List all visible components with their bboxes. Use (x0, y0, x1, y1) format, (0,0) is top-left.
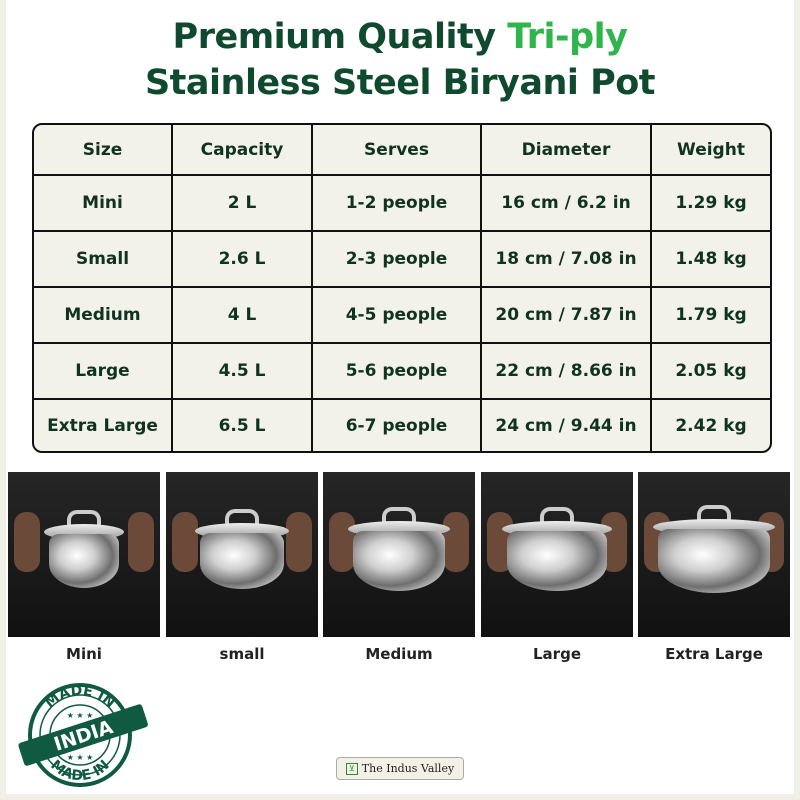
pot-image (49, 534, 119, 588)
table-cell: 1.29 kg (652, 176, 770, 232)
title-line2: Stainless Steel Biryani Pot (144, 63, 656, 103)
pot-image (353, 531, 445, 591)
table-cell: 1-2 people (313, 176, 482, 232)
svg-text:★ ★ ★: ★ ★ ★ (67, 753, 94, 762)
table-cell: 18 cm / 7.08 in (482, 232, 652, 288)
table-cell: 1.48 kg (652, 232, 770, 288)
header-cell: Weight (652, 125, 770, 176)
pot-image (658, 529, 770, 593)
header-cell: Diameter (482, 125, 652, 176)
photo-caption: Mini (66, 645, 102, 663)
table-row: Extra Large 6.5 L 6-7 people 24 cm / 9.44 i… (34, 400, 770, 451)
table-cell: Small (34, 232, 173, 288)
photo-caption: small (219, 645, 265, 663)
product-photo (8, 472, 160, 637)
table-cell: 24 cm / 9.44 in (482, 400, 652, 451)
header-cell: Capacity (173, 125, 313, 176)
pot-image (200, 533, 284, 589)
pot-image (507, 531, 607, 591)
table-cell: 2.42 kg (675, 415, 747, 436)
table-cell: 1.79 kg (652, 288, 770, 344)
title-accent: Tri-ply (507, 17, 628, 57)
brand-logo: ⊻ The Indus Valley (336, 757, 464, 780)
table-cell: 4-5 people (313, 288, 482, 344)
photo-caption: Large (533, 645, 581, 663)
table-row: Medium 4 L 4-5 people 20 cm / 7.87 in 1.79 k… (34, 288, 770, 344)
product-photo (166, 472, 318, 637)
table-cell: Mini (34, 176, 173, 232)
brand-logo-icon: ⊻ (345, 762, 358, 775)
product-photo (323, 472, 475, 637)
table-cell: 2.6 L (173, 232, 313, 288)
svg-text:MADE IN: MADE IN (42, 683, 118, 712)
svg-text:★ ★ ★: ★ ★ ★ (67, 711, 94, 720)
product-photo (638, 472, 790, 637)
table-cell: Medium (34, 288, 173, 344)
table-cell: 2 L (173, 176, 313, 232)
table-row: Mini 2 L 1-2 people 16 cm / 6.2 in 1.29 kg (34, 176, 770, 232)
table-cell: Extra Large (34, 400, 173, 451)
table-cell: Large (34, 344, 173, 400)
photo-caption: Extra Large (665, 645, 763, 663)
table-cell: 22 cm / 8.66 in (482, 344, 652, 400)
table-cell: 6-7 people (313, 400, 482, 451)
header-cell: Serves (313, 125, 482, 176)
size-table: Size Capacity Serves Diameter Weight Min… (32, 123, 772, 453)
page-title: Premium Quality Tri-ply Stainless Steel … (0, 14, 800, 106)
badge-top-text: MADE IN (42, 683, 118, 712)
table-cell: 16 cm / 6.2 in (482, 176, 652, 232)
photo-caption: Medium (365, 645, 433, 663)
table-cell: 4 L (173, 288, 313, 344)
table-cell: 2.05 kg (652, 344, 770, 400)
table-cell: 5-6 people (313, 344, 482, 400)
table-cell: 20 cm / 7.87 in (482, 288, 652, 344)
table-row: Large 4.5 L 5-6 people 22 cm / 8.66 in 2.05 … (34, 344, 770, 400)
header-cell: Size (34, 125, 173, 176)
table-header-row: Size Capacity Serves Diameter Weight (34, 125, 770, 176)
table-cell: 6.5 L (173, 400, 313, 451)
product-photo (481, 472, 633, 637)
table-row: Small 2.6 L 2-3 people 18 cm / 7.08 in 1.48 … (34, 232, 770, 288)
brand-name: The Indus Valley (361, 762, 455, 775)
table-cell: 4.5 L (173, 344, 313, 400)
made-in-india-badge: MADE IN MADE IN INDIA ★ ★ ★ ★ ★ ★ (18, 683, 148, 787)
title-line1: Premium Quality (172, 17, 508, 57)
table-cell: 2-3 people (313, 232, 482, 288)
